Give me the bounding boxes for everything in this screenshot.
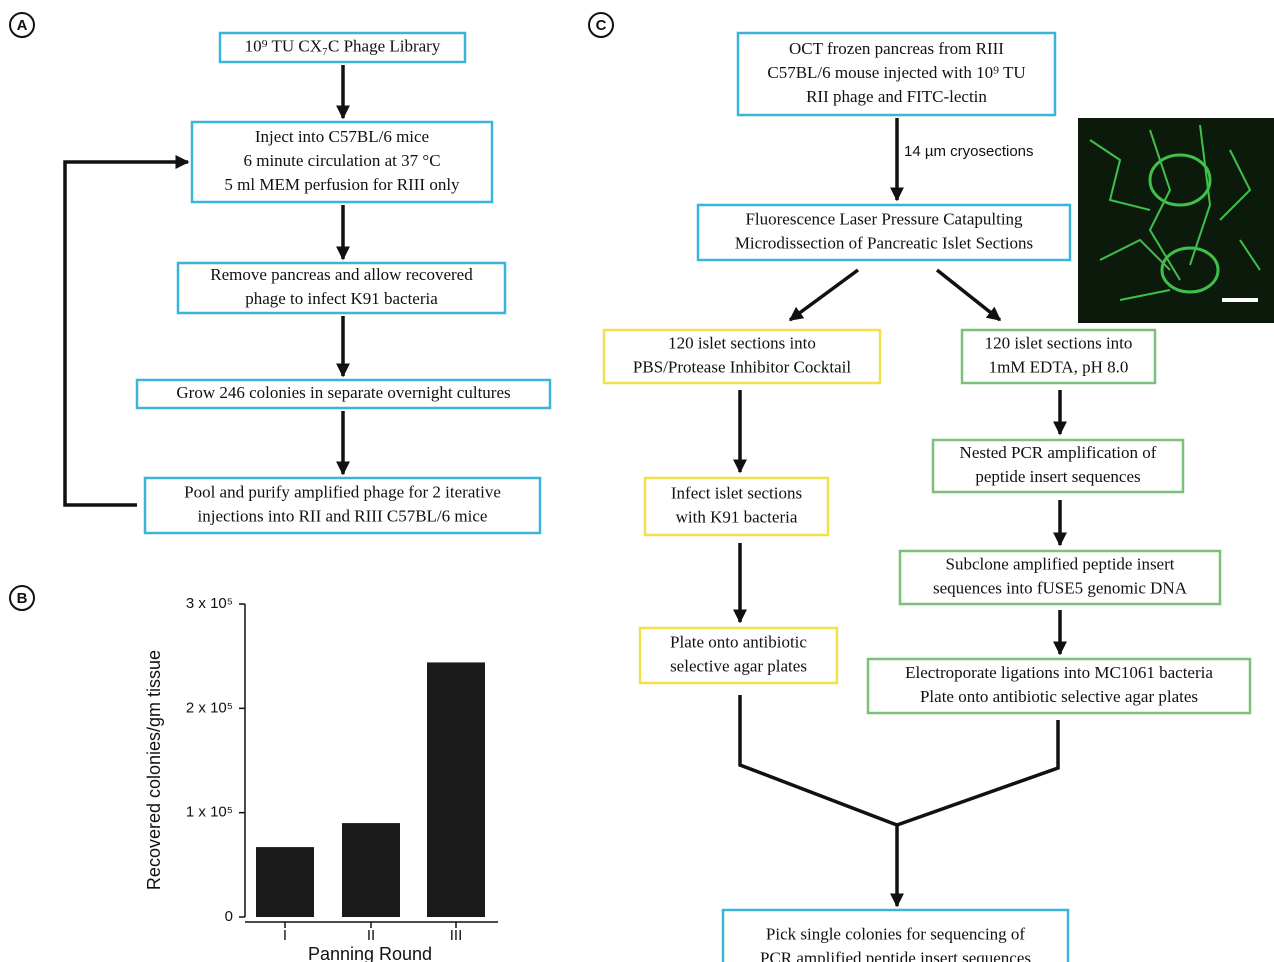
y-axis-title: Recovered colonies/gm tissue xyxy=(144,650,164,890)
flow-text: Microdissection of Pancreatic Islet Sect… xyxy=(735,233,1033,252)
micrograph xyxy=(1078,118,1274,323)
flow-text: with K91 bacteria xyxy=(676,507,798,526)
panel-label: B xyxy=(17,590,28,607)
flow-text: Nested PCR amplification of xyxy=(960,443,1157,462)
bar xyxy=(342,823,400,917)
flow-text: peptide insert sequences xyxy=(975,467,1140,486)
arrow xyxy=(65,162,188,505)
flow-text: RII phage and FITC-lectin xyxy=(806,87,987,106)
flow-text: selective agar plates xyxy=(670,656,807,675)
flow-text: 6 minute circulation at 37 °C xyxy=(243,151,440,170)
flow-text: 120 islet sections into xyxy=(985,333,1133,352)
flow-text: Plate onto antibiotic xyxy=(670,632,807,651)
y-tick-label: 2 x 10⁵ xyxy=(186,699,233,716)
flow-text: Inject into C57BL/6 mice xyxy=(255,127,429,146)
edge-label: 14 µm cryosections xyxy=(904,143,1034,160)
flow-text: Subclone amplified peptide insert xyxy=(946,554,1175,573)
y-tick-label: 3 x 10⁵ xyxy=(186,595,233,612)
x-tick-label: II xyxy=(367,927,375,944)
x-tick-label: I xyxy=(283,927,287,944)
panel-label: C xyxy=(596,17,607,34)
flow-text: Remove pancreas and allow recovered xyxy=(210,265,473,284)
flow-text: 1mM EDTA, pH 8.0 xyxy=(989,357,1129,376)
connector xyxy=(740,695,897,825)
panel-label: A xyxy=(17,17,28,34)
flow-text: injections into RII and RIII C57BL/6 mic… xyxy=(198,506,488,525)
bar xyxy=(256,847,314,917)
y-tick-label: 0 xyxy=(225,908,233,925)
flow-text: OCT frozen pancreas from RIII xyxy=(789,39,1004,58)
flow-text: Grow 246 colonies in separate overnight … xyxy=(176,383,510,402)
flow-text: 5 ml MEM perfusion for RIII only xyxy=(224,175,460,194)
flow-text: Fluorescence Laser Pressure Catapulting xyxy=(745,209,1023,228)
flow-text: PBS/Protease Inhibitor Cocktail xyxy=(633,357,851,376)
page: A B C 10⁹ TU CX₇C Phage Library Inject into … xyxy=(0,0,1274,962)
figure: A B C 10⁹ TU CX₇C Phage Library Inject into … xyxy=(0,0,1274,962)
y-tick-label: 1 x 10⁵ xyxy=(186,804,233,821)
flow-text: Pool and purify amplified phage for 2 it… xyxy=(184,482,501,501)
arrow xyxy=(937,270,1000,320)
flow-text: 10⁹ TU CX₇C Phage Library xyxy=(245,36,441,55)
flow-text: PCR amplified peptide insert sequences xyxy=(760,948,1031,962)
flow-text: sequences into fUSE5 genomic DNA xyxy=(933,578,1188,597)
flow-text: 120 islet sections into xyxy=(668,333,816,352)
x-tick-label: III xyxy=(450,927,463,944)
flow-text: phage to infect K91 bacteria xyxy=(245,289,438,308)
bar xyxy=(427,662,485,917)
flow-text: Electroporate ligations into MC1061 bact… xyxy=(905,663,1213,682)
connector xyxy=(897,720,1058,825)
x-axis-title: Panning Round xyxy=(308,944,432,962)
flow-text: Pick single colonies for sequencing of xyxy=(766,924,1026,943)
arrow xyxy=(790,270,858,320)
flow-text: Infect islet sections xyxy=(671,483,802,502)
flow-text: C57BL/6 mouse injected with 10⁹ TU xyxy=(767,63,1025,82)
flow-text: Plate onto antibiotic selective agar pla… xyxy=(920,687,1198,706)
